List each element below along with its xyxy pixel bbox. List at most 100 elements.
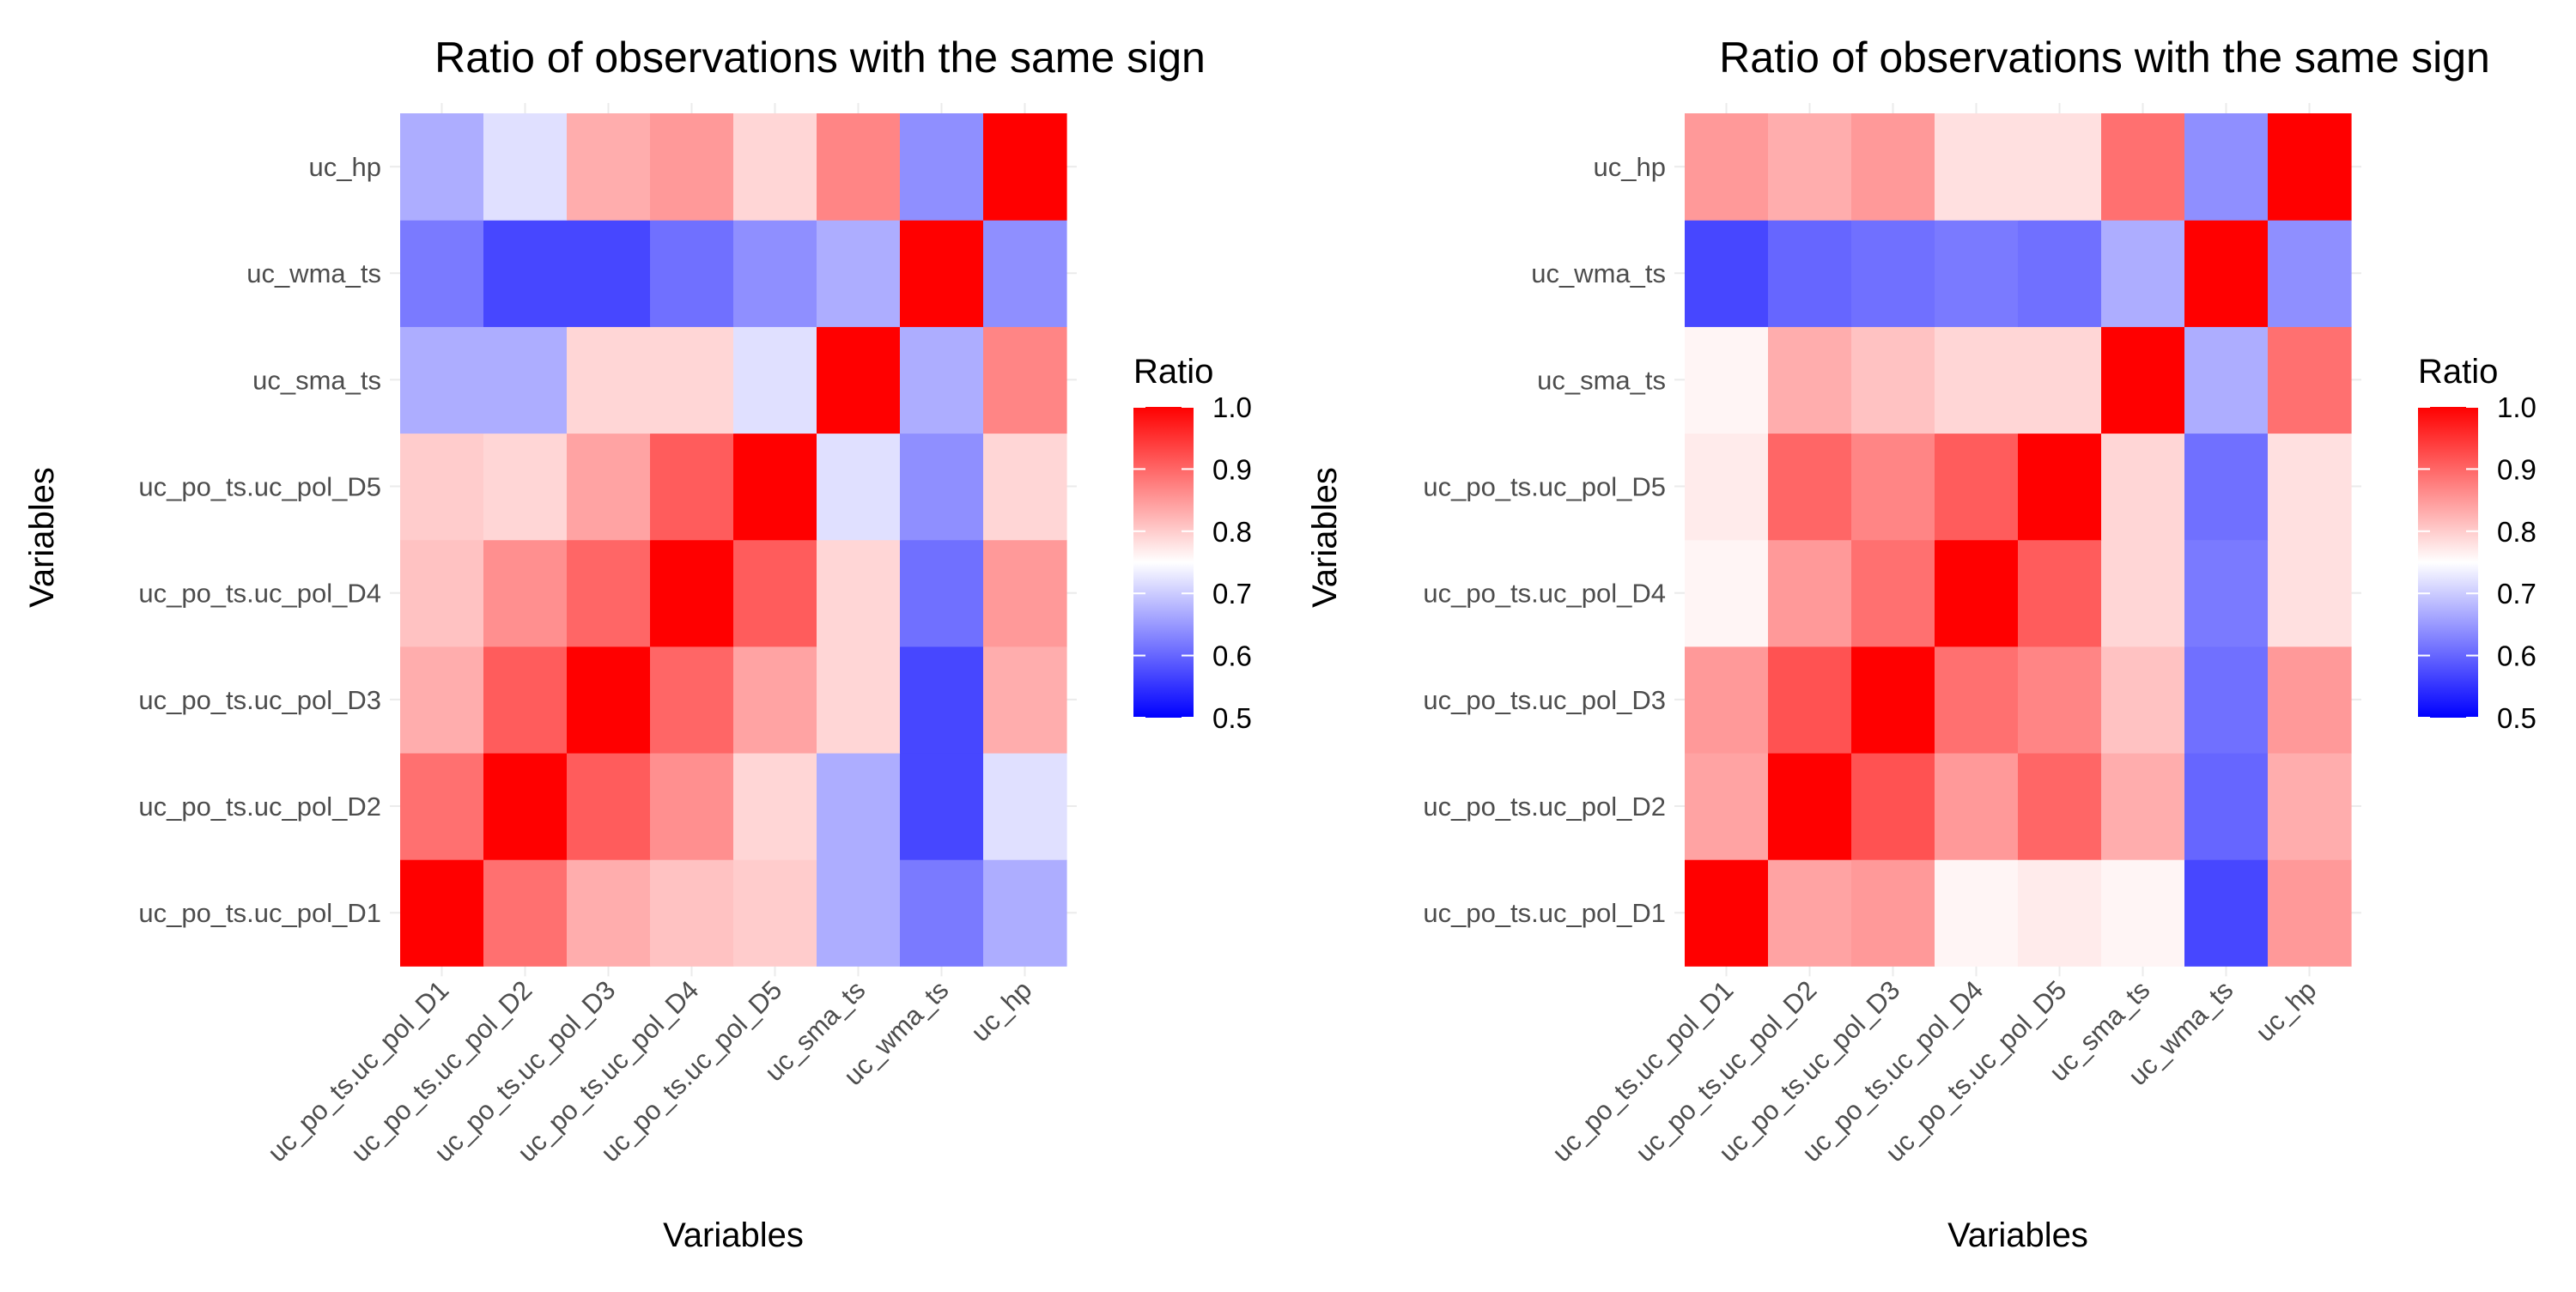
heatmap-cell-uc_po_ts.uc_pol_D2-uc_po_ts.uc_pol_D3 xyxy=(567,752,651,860)
heatmap-cell-uc_sma_ts-uc_wma_ts xyxy=(900,326,984,434)
heatmap-cell-uc_po_ts.uc_pol_D4-uc_wma_ts xyxy=(900,539,984,647)
heatmap-cell-uc_po_ts.uc_pol_D5-uc_po_ts.uc_pol_D4 xyxy=(1935,433,2019,541)
heatmap-cell-uc_po_ts.uc_pol_D2-uc_sma_ts xyxy=(2101,752,2185,860)
heatmap-cell-uc_sma_ts-uc_po_ts.uc_pol_D4 xyxy=(1935,326,2019,434)
heatmap-cell-uc_po_ts.uc_pol_D1-uc_po_ts.uc_pol_D5 xyxy=(2018,859,2102,967)
y-tick-labels: uc_po_ts.uc_pol_D1 uc_po_ts.uc_pol_D2 uc_p… xyxy=(138,152,381,928)
heatmap-cell-uc_po_ts.uc_pol_D1-uc_po_ts.uc_pol_D2 xyxy=(483,859,568,967)
heatmap-cell-uc_po_ts.uc_pol_D1-uc_hp xyxy=(983,859,1067,967)
heatmap-cell-uc_sma_ts-uc_sma_ts xyxy=(817,326,901,434)
y-tick-label: uc_po_ts.uc_pol_D2 xyxy=(1423,792,1666,822)
y-tick-label: uc_po_ts.uc_pol_D4 xyxy=(1423,579,1666,609)
heatmap-cell-uc_po_ts.uc_pol_D2-uc_po_ts.uc_pol_D4 xyxy=(1935,752,2019,860)
heatmap-cell-uc_po_ts.uc_pol_D5-uc_hp xyxy=(983,433,1067,541)
heatmap-cell-uc_wma_ts-uc_po_ts.uc_pol_D3 xyxy=(567,220,651,327)
legend-tick-label: 0.6 xyxy=(1212,640,1252,672)
y-tick-label: uc_wma_ts xyxy=(1531,258,1666,288)
y-tick-label: uc_po_ts.uc_pol_D1 xyxy=(1423,898,1666,928)
heatmap-cell-uc_wma_ts-uc_po_ts.uc_pol_D2 xyxy=(483,220,568,327)
heatmap-cell-uc_po_ts.uc_pol_D4-uc_hp xyxy=(2268,539,2352,647)
heatmap-cell-uc_po_ts.uc_pol_D1-uc_po_ts.uc_pol_D3 xyxy=(567,859,651,967)
heatmap-cell-uc_po_ts.uc_pol_D2-uc_hp xyxy=(983,752,1067,860)
y-tick-label: uc_po_ts.uc_pol_D5 xyxy=(1423,472,1666,502)
legend-colorbar xyxy=(2418,407,2478,718)
heatmap-cell-uc_po_ts.uc_pol_D3-uc_wma_ts xyxy=(2184,646,2269,754)
heatmap-cell-uc_po_ts.uc_pol_D5-uc_sma_ts xyxy=(817,433,901,541)
y-tick-label: uc_sma_ts xyxy=(252,365,381,395)
legend-title: Ratio xyxy=(2418,353,2498,391)
heatmap-cell-uc_po_ts.uc_pol_D3-uc_po_ts.uc_pol_D4 xyxy=(650,646,734,754)
heatmap-cell-uc_po_ts.uc_pol_D1-uc_po_ts.uc_pol_D5 xyxy=(733,859,817,967)
heatmap-cell-uc_po_ts.uc_pol_D4-uc_sma_ts xyxy=(2101,539,2185,647)
heatmap-cell-uc_hp-uc_po_ts.uc_pol_D1 xyxy=(1685,113,1769,221)
heatmap-cell-uc_po_ts.uc_pol_D4-uc_po_ts.uc_pol_D5 xyxy=(2018,539,2102,647)
heatmap-cell-uc_hp-uc_po_ts.uc_pol_D5 xyxy=(2018,113,2102,221)
y-tick-label: uc_po_ts.uc_pol_D1 xyxy=(138,898,381,928)
heatmap-cell-uc_wma_ts-uc_po_ts.uc_pol_D4 xyxy=(650,220,734,327)
heatmap-cell-uc_wma_ts-uc_po_ts.uc_pol_D5 xyxy=(2018,220,2102,327)
heatmap-cell-uc_hp-uc_wma_ts xyxy=(900,113,984,221)
y-tick-label: uc_hp xyxy=(1594,152,1666,182)
heatmap-cell-uc_sma_ts-uc_wma_ts xyxy=(2184,326,2269,434)
heatmap-cell-uc_po_ts.uc_pol_D4-uc_po_ts.uc_pol_D4 xyxy=(650,539,734,647)
heatmap-cell-uc_hp-uc_hp xyxy=(2268,113,2352,221)
heatmap-cell-uc_sma_ts-uc_po_ts.uc_pol_D5 xyxy=(733,326,817,434)
heatmap-cell-uc_po_ts.uc_pol_D4-uc_po_ts.uc_pol_D3 xyxy=(1851,539,1935,647)
heatmap-cell-uc_sma_ts-uc_po_ts.uc_pol_D5 xyxy=(2018,326,2102,434)
heatmap-cell-uc_hp-uc_po_ts.uc_pol_D1 xyxy=(400,113,484,221)
y-tick-label: uc_wma_ts xyxy=(246,258,381,288)
heatmap-cell-uc_po_ts.uc_pol_D2-uc_wma_ts xyxy=(2184,752,2269,860)
heatmap-cell-uc_po_ts.uc_pol_D3-uc_wma_ts xyxy=(900,646,984,754)
heatmap-cell-uc_po_ts.uc_pol_D1-uc_hp xyxy=(2268,859,2352,967)
legend-colorbar xyxy=(1133,407,1194,718)
heatmap-cell-uc_po_ts.uc_pol_D2-uc_po_ts.uc_pol_D2 xyxy=(1768,752,1852,860)
heatmap-cell-uc_po_ts.uc_pol_D1-uc_po_ts.uc_pol_D4 xyxy=(1935,859,2019,967)
y-tick-labels: uc_po_ts.uc_pol_D1 uc_po_ts.uc_pol_D2 uc_p… xyxy=(1423,152,1666,928)
heatmap-cell-uc_wma_ts-uc_sma_ts xyxy=(2101,220,2185,327)
heatmap-cell-uc_po_ts.uc_pol_D4-uc_po_ts.uc_pol_D2 xyxy=(483,539,568,647)
y-tick-label: uc_po_ts.uc_pol_D2 xyxy=(138,792,381,822)
heatmap-cell-uc_po_ts.uc_pol_D1-uc_wma_ts xyxy=(2184,859,2269,967)
heatmap-cell-uc_po_ts.uc_pol_D4-uc_po_ts.uc_pol_D1 xyxy=(400,539,484,647)
heatmap-cell-uc_po_ts.uc_pol_D2-uc_wma_ts xyxy=(900,752,984,860)
heatmap-cell-uc_hp-uc_sma_ts xyxy=(817,113,901,221)
heatmap-cell-uc_sma_ts-uc_po_ts.uc_pol_D1 xyxy=(1685,326,1769,434)
heatmap-cell-uc_po_ts.uc_pol_D5-uc_po_ts.uc_pol_D5 xyxy=(733,433,817,541)
heatmap-cell-uc_wma_ts-uc_wma_ts xyxy=(2184,220,2269,327)
heatmap-cell-uc_wma_ts-uc_po_ts.uc_pol_D1 xyxy=(1685,220,1769,327)
heatmap-cell-uc_po_ts.uc_pol_D2-uc_po_ts.uc_pol_D1 xyxy=(400,752,484,860)
heatmap-cell-uc_po_ts.uc_pol_D5-uc_wma_ts xyxy=(2184,433,2269,541)
y-axis-title: Variables xyxy=(23,467,61,608)
heatmap-cell-uc_po_ts.uc_pol_D4-uc_po_ts.uc_pol_D3 xyxy=(567,539,651,647)
heatmap-cell-uc_hp-uc_wma_ts xyxy=(2184,113,2269,221)
heatmap-cell-uc_po_ts.uc_pol_D3-uc_sma_ts xyxy=(2101,646,2185,754)
heatmap-cell-uc_po_ts.uc_pol_D4-uc_wma_ts xyxy=(2184,539,2269,647)
heatmap-cell-uc_hp-uc_po_ts.uc_pol_D4 xyxy=(650,113,734,221)
y-tick-label: uc_po_ts.uc_pol_D4 xyxy=(138,579,381,609)
legend-tick-label: 0.6 xyxy=(2497,640,2537,672)
heatmap-cell-uc_sma_ts-uc_sma_ts xyxy=(2101,326,2185,434)
heatmap-cell-uc_po_ts.uc_pol_D3-uc_sma_ts xyxy=(817,646,901,754)
heatmap-cell-uc_po_ts.uc_pol_D5-uc_hp xyxy=(2268,433,2352,541)
heatmap-cell-uc_po_ts.uc_pol_D5-uc_po_ts.uc_pol_D1 xyxy=(1685,433,1769,541)
heatmap-cell-uc_po_ts.uc_pol_D3-uc_po_ts.uc_pol_D5 xyxy=(733,646,817,754)
y-tick-label: uc_po_ts.uc_pol_D3 xyxy=(138,685,381,715)
heatmap-cell-uc_wma_ts-uc_hp xyxy=(983,220,1067,327)
y-tick-label: uc_po_ts.uc_pol_D3 xyxy=(1423,685,1666,715)
heatmap-cell-uc_po_ts.uc_pol_D5-uc_wma_ts xyxy=(900,433,984,541)
heatmap-tiles xyxy=(400,113,1067,967)
heatmap-cell-uc_sma_ts-uc_po_ts.uc_pol_D4 xyxy=(650,326,734,434)
color-legend: Ratio 0.5 0.6 0.7 0.8 0.9 1.0 xyxy=(1133,353,1252,734)
heatmap-cell-uc_po_ts.uc_pol_D3-uc_po_ts.uc_pol_D3 xyxy=(1851,646,1935,754)
heatmap-cell-uc_po_ts.uc_pol_D5-uc_po_ts.uc_pol_D2 xyxy=(483,433,568,541)
heatmap-cell-uc_wma_ts-uc_hp xyxy=(2268,220,2352,327)
heatmap-cell-uc_hp-uc_po_ts.uc_pol_D5 xyxy=(733,113,817,221)
heatmap-cell-uc_po_ts.uc_pol_D2-uc_po_ts.uc_pol_D3 xyxy=(1851,752,1935,860)
y-axis-title: Variables xyxy=(1306,467,1344,608)
heatmap-cell-uc_po_ts.uc_pol_D2-uc_sma_ts xyxy=(817,752,901,860)
heatmap-cell-uc_po_ts.uc_pol_D3-uc_po_ts.uc_pol_D1 xyxy=(400,646,484,754)
heatmap-cell-uc_wma_ts-uc_po_ts.uc_pol_D2 xyxy=(1768,220,1852,327)
x-axis-title: Variables xyxy=(1947,1216,2088,1254)
heatmap-cell-uc_hp-uc_po_ts.uc_pol_D3 xyxy=(567,113,651,221)
